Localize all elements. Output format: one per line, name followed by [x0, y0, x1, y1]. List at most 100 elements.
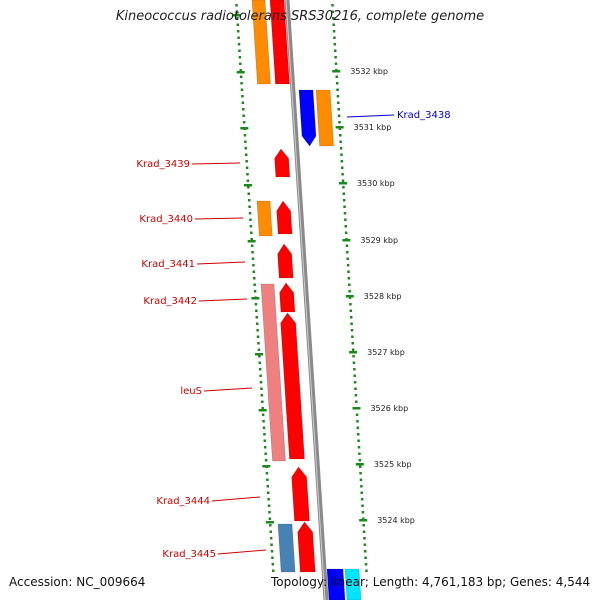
ruler-dot — [248, 212, 252, 215]
ruler-dot — [268, 517, 272, 520]
ruler-dot — [258, 355, 261, 358]
ruler-dot — [351, 335, 354, 338]
ruler-dot — [348, 290, 351, 293]
ruler-dot — [337, 108, 340, 111]
gene-feature — [276, 200, 293, 235]
ruler-major-tick — [352, 407, 361, 410]
ruler-label: 3528 kbp — [364, 292, 402, 301]
ruler-major-tick — [262, 465, 271, 468]
ruler-dot — [343, 212, 347, 215]
ruler-dot — [354, 387, 357, 390]
ruler-dot — [269, 524, 272, 527]
ruler-dot — [249, 225, 253, 228]
ruler-dot — [332, 23, 335, 26]
ruler-dot — [247, 186, 250, 189]
ruler-dot — [246, 179, 250, 182]
ruler-dot — [340, 166, 344, 169]
ruler-dot — [357, 446, 361, 449]
ruler-label: 3527 kbp — [367, 348, 405, 357]
ruler-dot — [237, 43, 241, 46]
ruler-dot — [339, 140, 342, 143]
ruler-dot — [360, 498, 364, 501]
ruler-dot — [335, 75, 339, 78]
ruler-dot — [350, 329, 354, 332]
ruler-dot — [245, 166, 249, 169]
ruler-dot — [238, 56, 242, 59]
ruler-dot — [365, 569, 368, 572]
gene-label-leader — [346, 114, 395, 118]
ruler-dot — [253, 290, 257, 293]
ruler-dot — [252, 264, 255, 267]
ruler-dot — [349, 316, 353, 319]
ruler-dot — [262, 426, 266, 429]
ruler-dot — [239, 75, 243, 78]
ruler-major-tick — [258, 409, 267, 412]
ruler-dot — [263, 446, 267, 449]
ruler-label: 3524 kbp — [377, 516, 415, 525]
ruler-dot — [363, 537, 366, 540]
ruler-dot — [264, 459, 268, 462]
ruler-dot — [241, 95, 244, 98]
ruler-major-tick — [265, 521, 274, 524]
ruler-dot — [255, 316, 259, 319]
ruler-dot — [349, 309, 353, 312]
ruler-dot — [333, 49, 337, 52]
ruler-label: 3530 kbp — [357, 179, 395, 188]
ruler-dot — [266, 491, 270, 494]
gene-label: leuS — [180, 386, 202, 397]
ruler-dot — [258, 368, 262, 371]
ruler-dot — [344, 225, 347, 228]
ruler-dot — [349, 303, 352, 306]
ruler-major-tick — [332, 70, 341, 73]
ruler-dot — [244, 147, 248, 150]
ruler-major-tick — [244, 184, 253, 187]
ruler-dot — [252, 270, 256, 273]
ruler-dot — [267, 498, 270, 501]
ruler-dot — [270, 543, 273, 546]
ruler-dot — [261, 400, 264, 403]
ruler-dot — [344, 218, 347, 221]
ruler-dot — [256, 335, 260, 338]
ruler-dot — [264, 452, 267, 455]
ruler-label: 3532 kbp — [350, 67, 388, 76]
ruler-dot — [265, 472, 269, 475]
ruler-dot — [250, 231, 253, 234]
ruler-dot — [331, 10, 335, 13]
gene-feature — [274, 148, 291, 178]
ruler-dot — [236, 30, 240, 33]
ruler-dot — [272, 569, 275, 572]
gene-label-leader — [194, 217, 244, 220]
ruler-dot — [331, 4, 334, 7]
ruler-dot — [262, 420, 265, 423]
ruler-dot — [242, 121, 246, 124]
ruler-dot — [339, 134, 342, 137]
ruler-dot — [363, 543, 367, 546]
ruler-dot — [342, 186, 345, 189]
ruler-dot — [356, 433, 360, 436]
gene-feature — [277, 523, 296, 573]
ruler-dot — [253, 277, 256, 280]
ruler-dot — [256, 329, 259, 332]
ruler-dot — [261, 413, 265, 416]
ruler-dot — [362, 530, 366, 533]
ruler-dot — [246, 173, 249, 176]
ruler-dot — [260, 387, 263, 390]
ruler-dot — [244, 140, 247, 143]
gene-label: Krad_3440 — [139, 214, 193, 225]
ruler-dot — [338, 127, 342, 130]
gene-feature — [298, 89, 317, 147]
ruler-dot — [333, 36, 336, 39]
gene-feature — [279, 282, 296, 313]
ruler-dot — [334, 62, 338, 65]
ruler-dot — [245, 160, 248, 163]
ruler-dot — [247, 199, 251, 202]
ruler-dot — [355, 413, 359, 416]
ruler-dot — [255, 322, 259, 325]
gene-feature — [251, 0, 271, 85]
ruler-dot — [346, 251, 349, 254]
ruler-dot — [259, 381, 263, 384]
gene-feature — [280, 312, 305, 460]
gene-label: Krad_3445 — [162, 549, 216, 560]
ruler-dot — [337, 101, 340, 104]
